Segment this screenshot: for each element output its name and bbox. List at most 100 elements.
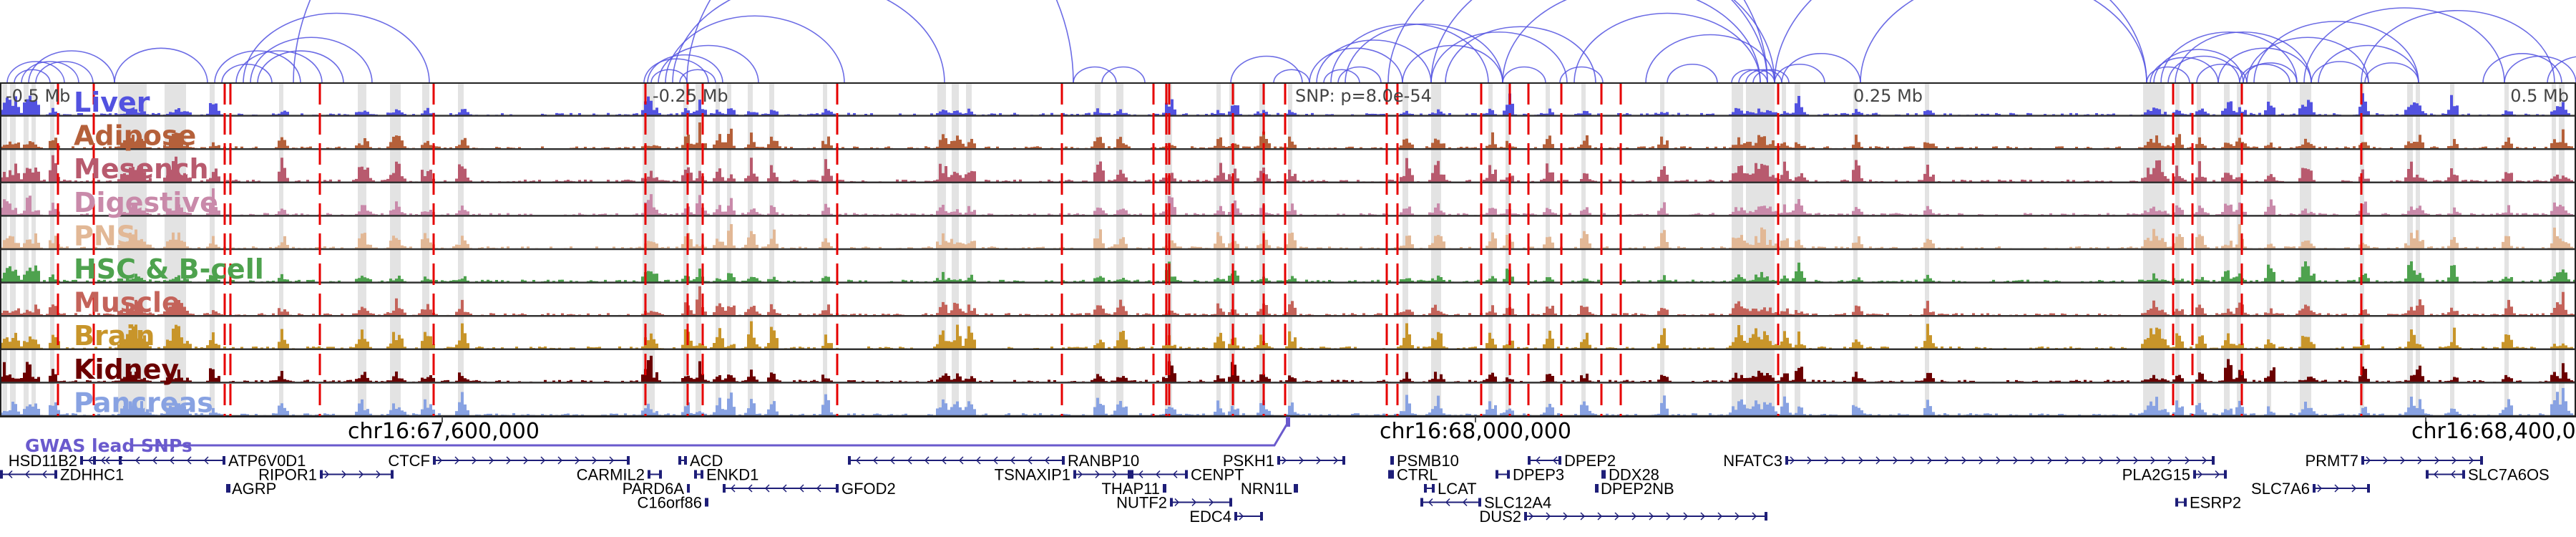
- gene-c16orf86[interactable]: C16orf86: [637, 494, 708, 512]
- signal-area: [0, 321, 2576, 349]
- loop-arc: [2153, 49, 2244, 84]
- loop-arc: [221, 64, 273, 84]
- gene-label: RANBP10: [1068, 452, 1139, 470]
- strand-arrow-icon: [42, 470, 47, 479]
- gene-ctcf[interactable]: CTCF: [388, 452, 630, 470]
- gene-carmil2[interactable]: CARMIL2: [577, 466, 662, 484]
- gene-label: NUTF2: [1116, 494, 1167, 512]
- loop-arc: [1574, 12, 1761, 84]
- strand-arrow-icon: [169, 456, 175, 465]
- gene-gfod2[interactable]: GFOD2: [723, 480, 896, 498]
- strand-arrow-icon: [1875, 456, 1881, 465]
- strand-arrow-icon: [1546, 512, 1551, 521]
- gene-edc4[interactable]: EDC4: [1189, 508, 1263, 526]
- gene-pla2g15[interactable]: PLA2G15: [2122, 466, 2227, 484]
- gene-label: CTCF: [388, 452, 430, 470]
- gene-exon: [2361, 456, 2364, 465]
- strand-arrow-icon: [1649, 512, 1654, 521]
- gene-exon: [848, 456, 851, 465]
- gene-dpep3[interactable]: DPEP3: [1496, 466, 1564, 484]
- gene-atp6v0d1[interactable]: ATP6V0D1: [93, 452, 306, 470]
- gene-nrn1l[interactable]: NRN1L: [1241, 480, 1298, 498]
- gene-pskh1[interactable]: PSKH1: [1223, 452, 1345, 470]
- strand-arrow-icon: [1428, 498, 1433, 507]
- strand-arrow-icon: [1927, 456, 1933, 465]
- strand-arrow-icon: [1552, 456, 1558, 465]
- gene-exon: [2184, 498, 2187, 507]
- gene-ctrl[interactable]: CTRL: [1388, 466, 1438, 484]
- loop-arc: [1309, 47, 1403, 84]
- gene-psmb10[interactable]: PSMB10: [1390, 452, 1459, 470]
- gene-exon: [433, 456, 436, 465]
- gene-slc12a4[interactable]: SLC12A4: [1420, 494, 1551, 512]
- strand-arrow-icon: [2099, 456, 2104, 465]
- gene-dpep2nb[interactable]: DPEP2NB: [1595, 480, 1674, 498]
- gene-exon: [2193, 470, 2196, 479]
- gene-exon: [54, 470, 57, 479]
- strand-arrow-icon: [2469, 456, 2474, 465]
- strand-arrow-icon: [781, 484, 787, 493]
- strand-arrow-icon: [87, 456, 93, 465]
- gene-exon: [1420, 498, 1423, 507]
- loop-arc: [257, 50, 344, 84]
- loop-arc: [1745, 69, 1782, 84]
- coordinate-label: chr16:67,600,000: [348, 419, 540, 444]
- gene-label: PRMT7: [2305, 452, 2358, 470]
- strand-arrow-icon: [2317, 484, 2323, 493]
- strand-arrow-icon: [135, 456, 140, 465]
- gene-label: NFATC3: [1723, 452, 1782, 470]
- strand-arrow-icon: [1174, 498, 1180, 507]
- gene-dpep2[interactable]: DPEP2: [1528, 452, 1616, 470]
- gene-exon: [1170, 498, 1173, 507]
- gene-slc7a6os[interactable]: SLC7A6OS: [2426, 466, 2550, 484]
- strand-arrow-icon: [872, 456, 878, 465]
- strand-arrow-icon: [1112, 470, 1118, 479]
- strand-arrow-icon: [1563, 512, 1568, 521]
- gene-slc7a6[interactable]: SLC7A6: [2251, 480, 2370, 498]
- gene-ripor1[interactable]: RIPOR1: [258, 466, 394, 484]
- gene-cenpt[interactable]: CENPT: [1131, 466, 1244, 484]
- gene-lcat[interactable]: LCAT: [1424, 480, 1477, 498]
- gene-esrp2[interactable]: ESRP2: [2175, 494, 2241, 512]
- strand-arrow-icon: [2150, 456, 2156, 465]
- gene-label: DPEP2NB: [1601, 480, 1674, 498]
- strand-arrow-icon: [2215, 470, 2220, 479]
- strand-arrow-icon: [575, 456, 580, 465]
- loop-arc: [2253, 21, 2419, 84]
- strand-arrow-icon: [2434, 456, 2440, 465]
- gene-exon: [1229, 498, 1232, 507]
- gene-prmt7[interactable]: PRMT7: [2305, 452, 2483, 470]
- gene-nfatc3[interactable]: NFATC3: [1723, 452, 2215, 470]
- gene-exon: [80, 456, 83, 465]
- gene-zdhhc1[interactable]: ZDHHC1: [0, 466, 124, 484]
- gene-exon: [1558, 456, 1561, 465]
- gene-exon: [1391, 456, 1394, 465]
- gwas-lead-snp-marker[interactable]: [1286, 417, 1290, 427]
- gene-exon: [1234, 512, 1237, 521]
- gene-acd[interactable]: ACD: [678, 452, 723, 470]
- gene-ddx28[interactable]: DDX28: [1601, 466, 1659, 484]
- gene-tsnaxip1[interactable]: TSNAXIP1: [995, 466, 1131, 484]
- strand-arrow-icon: [1807, 456, 1813, 465]
- gene-exon: [1785, 456, 1788, 465]
- gene-exon: [0, 470, 3, 479]
- gene-enkd1[interactable]: ENKD1: [694, 466, 758, 484]
- gene-ranbp10[interactable]: RANBP10: [848, 452, 1139, 470]
- loop-arc: [2504, 55, 2576, 84]
- gene-agrp[interactable]: AGRP: [226, 480, 276, 498]
- gene-nutf2[interactable]: NUTF2: [1116, 494, 1232, 512]
- loop-arc: [2547, 56, 2576, 84]
- gene-dus2[interactable]: DUS2: [1479, 508, 1767, 526]
- strand-arrow-icon: [1445, 498, 1450, 507]
- strand-arrow-icon: [186, 456, 192, 465]
- gene-thap11[interactable]: THAP11: [1101, 480, 1166, 498]
- strand-arrow-icon: [1239, 512, 1244, 521]
- loop-arc: [647, 54, 723, 84]
- gene-pard6a[interactable]: PARD6A: [623, 480, 690, 498]
- strand-arrow-icon: [889, 456, 895, 465]
- signal-area: [0, 122, 2576, 149]
- loop-arc: [1316, 39, 1432, 84]
- signal-track-digestive: [0, 188, 2576, 217]
